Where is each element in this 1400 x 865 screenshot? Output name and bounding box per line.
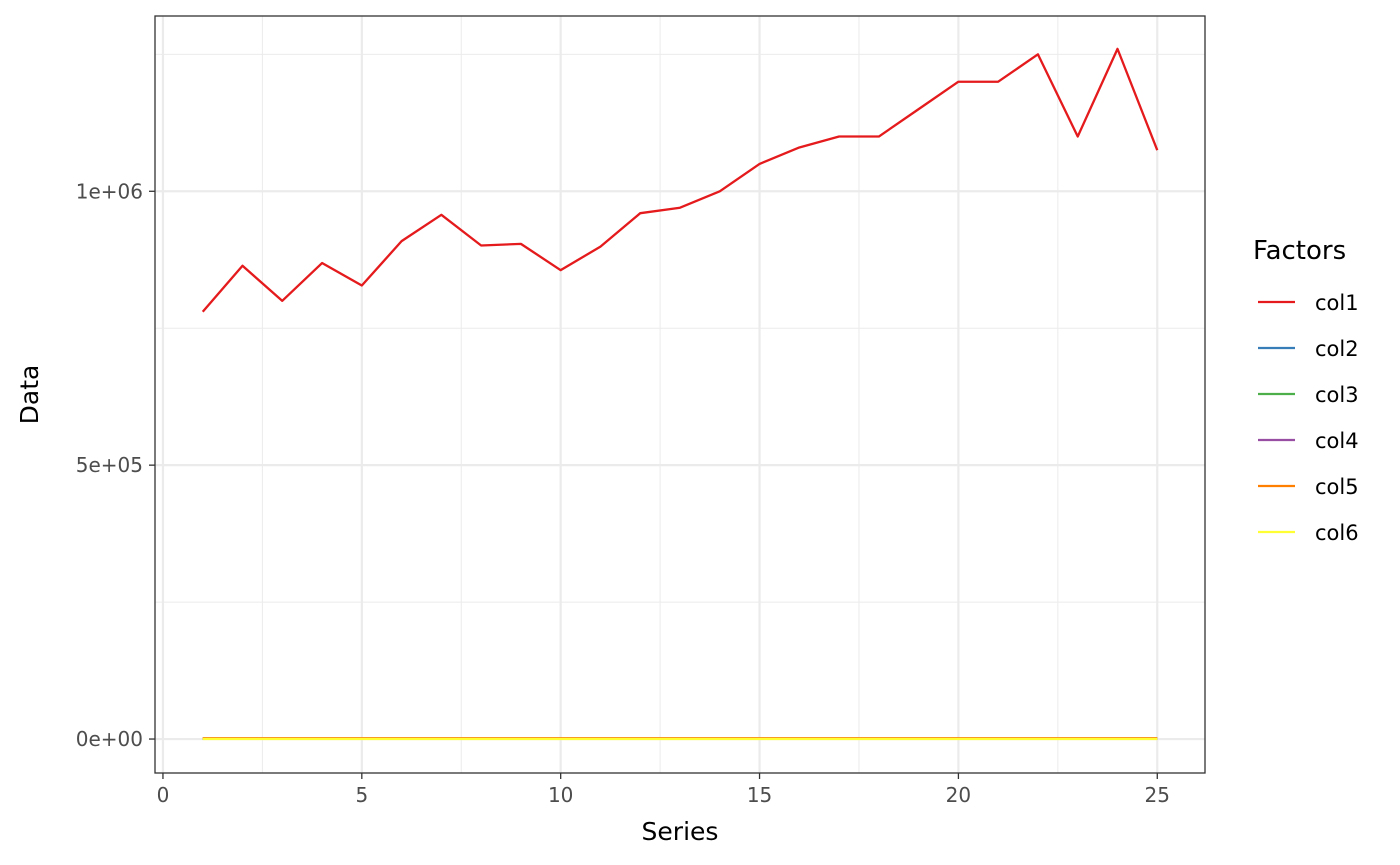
x-tick-label: 20 xyxy=(946,783,971,807)
legend-label-col2: col2 xyxy=(1315,337,1359,361)
legend-title: Factors xyxy=(1253,236,1346,266)
x-tick-label: 15 xyxy=(747,783,772,807)
axis-layer: 0 5 10 15 20 25 0e+00 5e+05 1e+06 xyxy=(76,179,1170,807)
y-axis-title: Data xyxy=(15,365,44,425)
y-tick-label: 1e+06 xyxy=(76,179,143,203)
legend-label-col4: col4 xyxy=(1315,429,1359,453)
series-line-col1 xyxy=(201,47,1159,313)
legend-label-col5: col5 xyxy=(1315,475,1359,499)
y-tick-label: 0e+00 xyxy=(76,727,143,751)
x-tick-label: 0 xyxy=(157,783,170,807)
legend-items: col1 col2 col3 col4 col5 col6 xyxy=(1258,291,1359,545)
legend-label-col1: col1 xyxy=(1315,291,1359,315)
legend-label-col3: col3 xyxy=(1315,383,1359,407)
grid-layer xyxy=(155,16,1205,773)
series-layer xyxy=(201,47,1159,741)
legend: Factors col1 col2 col3 col4 col5 col6 xyxy=(1253,236,1359,545)
x-tick-label: 10 xyxy=(548,783,573,807)
x-tick-label: 5 xyxy=(355,783,368,807)
x-axis-title: Series xyxy=(642,817,719,846)
legend-label-col6: col6 xyxy=(1315,521,1359,545)
y-tick-label: 5e+05 xyxy=(76,453,143,477)
x-tick-label: 25 xyxy=(1145,783,1170,807)
panel-border xyxy=(154,15,1206,774)
